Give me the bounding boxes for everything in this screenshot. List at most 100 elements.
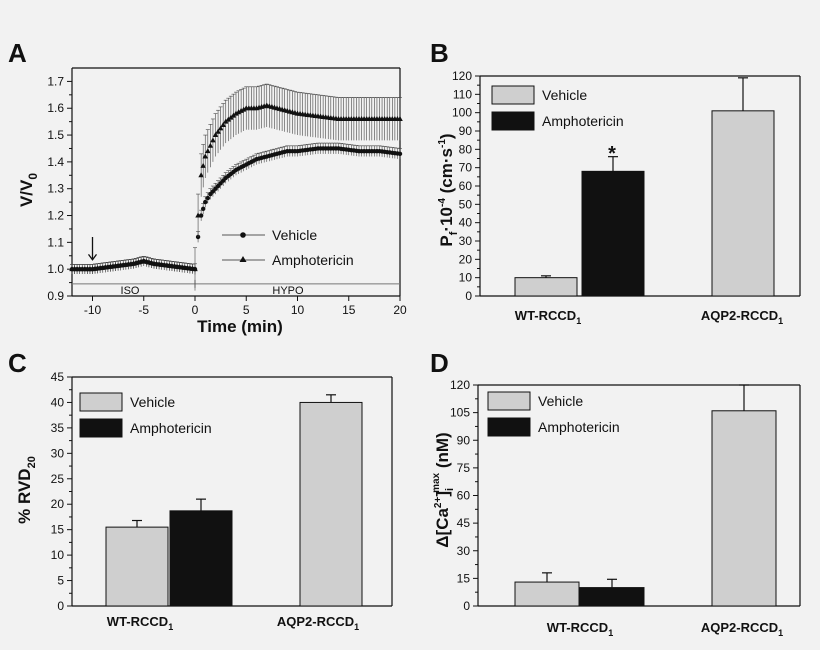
- panel-a-vehicle-point: [201, 206, 206, 212]
- panel-d-y-tick-label: 105: [450, 406, 470, 420]
- panel-b-bar-chart: Pf·10-4 (cm·s-1) WT-RCCD1 AQP2-RCCD1 * V…: [437, 69, 801, 326]
- panel-a-vehicle-point: [203, 199, 208, 205]
- panel-c-legend-vehicle: Vehicle: [130, 394, 175, 410]
- panel-d-legend-amphotericin: Amphotericin: [538, 419, 620, 435]
- panel-d-y-tick-label: 60: [457, 489, 471, 503]
- panel-a-y-tick-label: 1.6: [47, 101, 64, 115]
- panel-c-bar-amphotericin-wt: [169, 510, 233, 607]
- panel-a-amphotericin-point: [212, 132, 219, 138]
- panel-b-legend-swatch-vehicle: [491, 85, 535, 105]
- panel-a-amphotericin-point: [225, 116, 232, 122]
- panel-c-y-tick-label: 40: [51, 395, 65, 409]
- panel-b-y-tick-label: 0: [465, 289, 472, 303]
- panel-b-significance-star: *: [608, 143, 616, 165]
- panel-b-category-wt: WT-RCCD1: [515, 308, 581, 326]
- panel-d-bar-amphotericin-wt: [579, 587, 645, 607]
- panel-a-amphotericin-point: [210, 137, 216, 143]
- panel-a-amphotericin-point: [230, 112, 237, 118]
- panel-a-legend: Vehicle Amphotericin: [272, 227, 354, 268]
- panel-d-y-tick-label: 30: [457, 544, 471, 558]
- panel-a-x-tick-label: 10: [291, 303, 305, 317]
- panel-b-y-tick-label: 100: [452, 106, 472, 120]
- panel-d-legend-swatch-vehicle: [487, 391, 531, 411]
- panel-d-category-aqp2: AQP2-RCCD1: [701, 620, 783, 638]
- panel-a-x-tick-label: -10: [84, 303, 102, 317]
- panel-a-amphotericin-point: [207, 142, 214, 148]
- panel-label-d: D: [430, 348, 449, 378]
- panel-c-legend-amphotericin: Amphotericin: [130, 420, 212, 436]
- panel-a-legend-marker-amphotericin: [239, 256, 247, 262]
- panel-label-b: B: [430, 38, 449, 68]
- panel-c-y-tick-label: 10: [51, 548, 65, 562]
- panel-a-y-axis-title: V/V0: [17, 173, 40, 207]
- panel-c-bar-vehicle-aqp2: [299, 401, 363, 607]
- panel-d-y-axis-title: Δ[Ca2+]imax (nM): [431, 432, 456, 547]
- panel-b-legend-swatch-amphotericin: [491, 111, 535, 131]
- panel-a-amphotericin-point: [192, 266, 198, 272]
- panel-b-bar-vehicle-wt: [514, 277, 578, 297]
- panel-b-y-tick-label: 10: [459, 271, 473, 285]
- panel-a-amphotericin-point: [215, 128, 221, 134]
- panel-a-y-tick-label: 0.9: [47, 289, 64, 303]
- panel-a-y-tick-label: 1.0: [47, 262, 64, 276]
- panel-a-amphotericin-point: [222, 118, 229, 124]
- panel-a-y-tick-label: 1.2: [47, 209, 64, 223]
- panel-a-vehicle-point: [205, 195, 211, 201]
- panel-a-legend-amphotericin: Amphotericin: [272, 252, 354, 268]
- panel-a-y-tick-label: 1.7: [47, 74, 64, 88]
- panel-d-y-tick-label: 45: [457, 516, 471, 530]
- panel-label-c: C: [8, 348, 27, 378]
- panel-a-amphotericin-point: [397, 115, 403, 121]
- panel-d-category-wt: WT-RCCD1: [547, 620, 613, 638]
- panel-b-bar-vehicle-aqp2: [711, 110, 775, 297]
- panel-b-y-tick-label: 120: [452, 69, 472, 83]
- panel-d-y-tick-label: 90: [457, 433, 471, 447]
- panel-c-category-wt: WT-RCCD1: [107, 614, 173, 632]
- panel-b-y-tick-label: 50: [459, 197, 473, 211]
- panel-b-y-tick-label: 90: [459, 124, 473, 138]
- panel-d-y-tick-label: 0: [463, 599, 470, 613]
- panel-b-y-axis-title: Pf·10-4 (cm·s-1): [437, 133, 460, 246]
- panel-d-legend-swatch-amphotericin: [487, 417, 531, 437]
- panel-a-x-tick-label: 15: [342, 303, 356, 317]
- panel-b-legend: Vehicle Amphotericin: [491, 85, 624, 131]
- panel-c-y-tick-label: 35: [51, 421, 65, 435]
- panel-a-amphotericin-point: [198, 172, 204, 178]
- panel-b-y-tick-label: 110: [453, 87, 472, 101]
- panel-a-amphotericin-point: [205, 148, 211, 154]
- panel-c-y-tick-label: 30: [51, 446, 65, 460]
- panel-d-bar-vehicle-wt: [514, 581, 580, 607]
- panel-a-amphotericin-point: [200, 162, 206, 168]
- panel-c-y-tick-label: 0: [57, 599, 64, 613]
- panel-a-y-tick-label: 1.4: [47, 155, 64, 169]
- panel-b-y-tick-label: 80: [459, 142, 473, 156]
- panel-d-legend-vehicle: Vehicle: [538, 393, 583, 409]
- panel-label-a: A: [8, 38, 27, 68]
- panel-d-y-tick-label: 120: [450, 378, 470, 392]
- panel-a-y-tick-label: 1.1: [47, 235, 64, 249]
- panel-a-line-chart: V/V0 Time (min) ISO HYPO Vehicle Amphote…: [17, 67, 407, 336]
- panel-d-y-tick-label: 75: [457, 461, 471, 475]
- panel-b-y-tick-label: 30: [459, 234, 473, 248]
- panel-a-x-tick-label: -5: [138, 303, 149, 317]
- panel-a-amphotericin-point: [195, 212, 201, 218]
- panel-a-amphotericin-point: [235, 109, 242, 115]
- panel-a-iso-label: ISO: [121, 285, 140, 297]
- panel-c-bar-vehicle-wt: [105, 526, 169, 607]
- panel-b-legend-vehicle: Vehicle: [542, 87, 587, 103]
- panel-a-x-tick-label: 0: [192, 303, 199, 317]
- panel-c-y-axis-title: % RVD20: [15, 456, 38, 524]
- panel-c-category-aqp2: AQP2-RCCD1: [277, 614, 359, 632]
- panel-a-legend-vehicle: Vehicle: [272, 227, 317, 243]
- panel-a-arrow-head: [87, 254, 98, 261]
- panel-a-hypo-label: HYPO: [272, 285, 304, 297]
- panel-d-legend: Vehicle Amphotericin: [487, 391, 620, 437]
- panel-a-x-tick-label: 20: [393, 303, 407, 317]
- panel-c-bar-chart: % RVD20 WT-RCCD1 AQP2-RCCD1 Vehicle Amph…: [15, 370, 393, 632]
- panel-c-legend: Vehicle Amphotericin: [79, 392, 212, 438]
- panel-a-legend-marker-vehicle: [240, 232, 246, 238]
- panel-c-y-tick-label: 15: [51, 523, 65, 537]
- panel-d-y-tick-label: 15: [457, 571, 471, 585]
- panel-a-x-tick-label: 5: [243, 303, 250, 317]
